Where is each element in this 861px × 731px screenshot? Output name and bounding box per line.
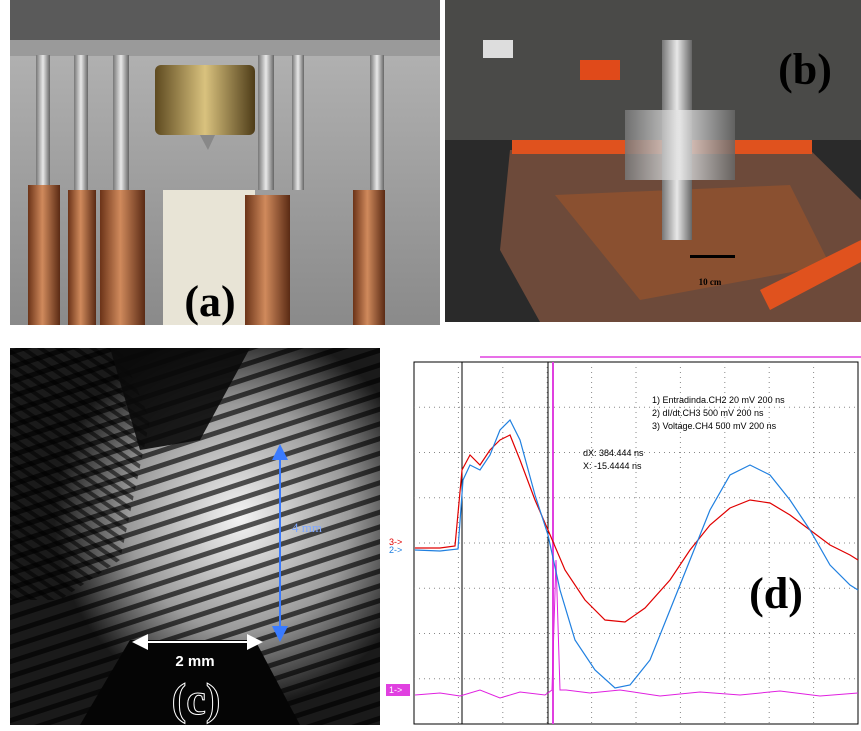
cursor-dx: dX: 384.444 ns xyxy=(583,448,644,458)
ceramic-holder xyxy=(163,190,255,325)
legend-entry: 2) dI/dt.CH3 500 mV 200 ns xyxy=(652,408,764,418)
panel-label: (d) xyxy=(749,569,803,618)
channel-marker: 2-> xyxy=(389,545,402,555)
copper-rod xyxy=(68,190,96,325)
rod xyxy=(370,55,384,190)
platform xyxy=(555,185,830,300)
height-label: 4 mm xyxy=(292,520,322,535)
panel-label: (c) xyxy=(172,675,221,724)
rod xyxy=(258,55,274,190)
fringes-left xyxy=(10,348,150,600)
trace-ch2 xyxy=(414,418,859,689)
channel-marker: 3-> xyxy=(389,537,402,547)
panel-a: (a) xyxy=(10,0,440,326)
tip xyxy=(200,135,215,150)
panel-b: 10 cm (b) xyxy=(445,0,861,322)
cursor-x: X: -15.4444 ns xyxy=(583,461,642,471)
copper-rod xyxy=(353,190,385,325)
scale-label: 10 cm xyxy=(699,277,722,287)
plate-edge xyxy=(10,40,440,56)
legend-entry: 1) Entradinda.CH2 20 mV 200 ns xyxy=(652,395,785,405)
panel-label: (a) xyxy=(184,277,235,326)
rod xyxy=(74,55,88,190)
copper-rod xyxy=(245,195,290,325)
rod xyxy=(36,55,50,190)
chamber-body xyxy=(625,110,735,180)
panel-d: 1) Entradinda.CH2 20 mV 200 ns 2) dI/dt.… xyxy=(386,356,861,725)
orange-device xyxy=(580,60,620,80)
orange-bar xyxy=(760,240,861,310)
panel-label: (b) xyxy=(778,45,832,94)
marker-box xyxy=(386,684,410,696)
brass-electrode xyxy=(155,65,255,135)
outlet xyxy=(483,40,513,58)
copper-rod xyxy=(100,190,145,325)
trace-ch3 xyxy=(415,434,859,623)
rod xyxy=(113,55,129,190)
panel-c: 4 mm 2 mm (c) xyxy=(10,348,380,725)
copper-rod xyxy=(28,185,60,325)
width-label: 2 mm xyxy=(175,653,214,670)
scale-bar xyxy=(690,255,735,258)
rod xyxy=(292,55,304,190)
legend-entry: 3) Voltage.CH4 500 mV 200 ns xyxy=(652,421,777,431)
trace-ch1 xyxy=(414,559,859,699)
channel-marker: 1-> xyxy=(389,685,402,695)
electrode-shadow xyxy=(80,640,300,725)
dark-gap xyxy=(110,348,250,450)
